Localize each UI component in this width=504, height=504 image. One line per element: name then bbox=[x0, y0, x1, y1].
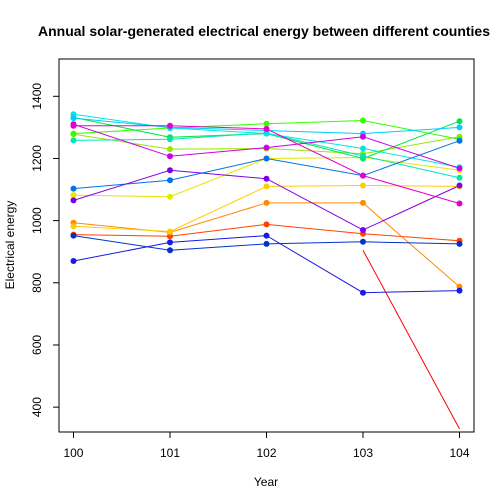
y-axis-label: Electrical energy bbox=[3, 201, 17, 290]
data-point bbox=[167, 247, 173, 254]
data-point bbox=[456, 182, 463, 189]
data-point bbox=[70, 197, 77, 204]
data-point bbox=[70, 130, 77, 137]
data-point bbox=[167, 146, 173, 153]
data-point bbox=[70, 223, 77, 230]
y-tick-label: 400 bbox=[30, 397, 44, 417]
data-point bbox=[263, 144, 270, 151]
series-points bbox=[70, 111, 463, 296]
x-axis: 100 101 102 103 104 bbox=[63, 432, 470, 460]
y-tick-label: 1000 bbox=[30, 207, 44, 234]
data-point bbox=[456, 287, 463, 294]
y-tick-label: 1200 bbox=[30, 145, 44, 172]
data-point bbox=[167, 193, 173, 200]
data-point bbox=[263, 175, 270, 182]
y-axis: 400 600 800 1000 1200 1400 bbox=[30, 83, 59, 417]
data-point bbox=[360, 133, 366, 140]
data-point bbox=[360, 199, 366, 206]
data-point bbox=[70, 115, 77, 122]
data-point bbox=[263, 232, 270, 239]
data-point bbox=[360, 153, 366, 159]
data-point bbox=[263, 155, 270, 162]
data-point bbox=[70, 232, 77, 239]
data-point bbox=[456, 137, 463, 144]
data-point bbox=[456, 165, 463, 172]
data-point bbox=[167, 136, 173, 143]
data-point bbox=[456, 118, 463, 125]
data-point bbox=[456, 200, 463, 207]
data-point bbox=[167, 153, 173, 160]
chart-title: Annual solar-generated electrical energy… bbox=[38, 23, 490, 39]
data-point bbox=[360, 145, 366, 152]
x-tick-label: 100 bbox=[63, 446, 83, 460]
x-tick-label: 101 bbox=[160, 446, 180, 460]
data-point bbox=[263, 199, 270, 206]
y-tick-label: 800 bbox=[30, 272, 44, 292]
data-point bbox=[263, 240, 270, 247]
data-point bbox=[263, 221, 270, 228]
data-point bbox=[360, 172, 366, 179]
x-axis-label: Year bbox=[254, 475, 278, 489]
data-point bbox=[360, 227, 366, 233]
data-point bbox=[263, 183, 270, 190]
data-point bbox=[360, 289, 366, 296]
data-point bbox=[70, 122, 77, 129]
data-point bbox=[167, 177, 173, 184]
data-point bbox=[456, 240, 463, 247]
data-point bbox=[263, 120, 270, 127]
data-point bbox=[70, 185, 77, 192]
data-point bbox=[360, 182, 366, 189]
x-tick-label: 103 bbox=[353, 446, 373, 460]
data-point bbox=[70, 258, 77, 264]
series-line-8 bbox=[73, 132, 460, 179]
data-point bbox=[456, 174, 463, 181]
data-point bbox=[70, 192, 77, 199]
x-tick-label: 102 bbox=[256, 446, 276, 460]
data-point bbox=[167, 239, 173, 246]
data-point bbox=[263, 125, 270, 132]
x-tick-label: 104 bbox=[450, 446, 470, 460]
data-point bbox=[167, 228, 173, 235]
data-point bbox=[360, 238, 366, 245]
data-point bbox=[456, 124, 463, 131]
data-point bbox=[360, 117, 366, 124]
data-point bbox=[167, 122, 173, 129]
series-line-0 bbox=[362, 249, 460, 430]
data-point bbox=[167, 167, 173, 174]
y-tick-label: 1400 bbox=[30, 83, 44, 110]
y-tick-label: 600 bbox=[30, 335, 44, 355]
data-point bbox=[70, 137, 77, 144]
